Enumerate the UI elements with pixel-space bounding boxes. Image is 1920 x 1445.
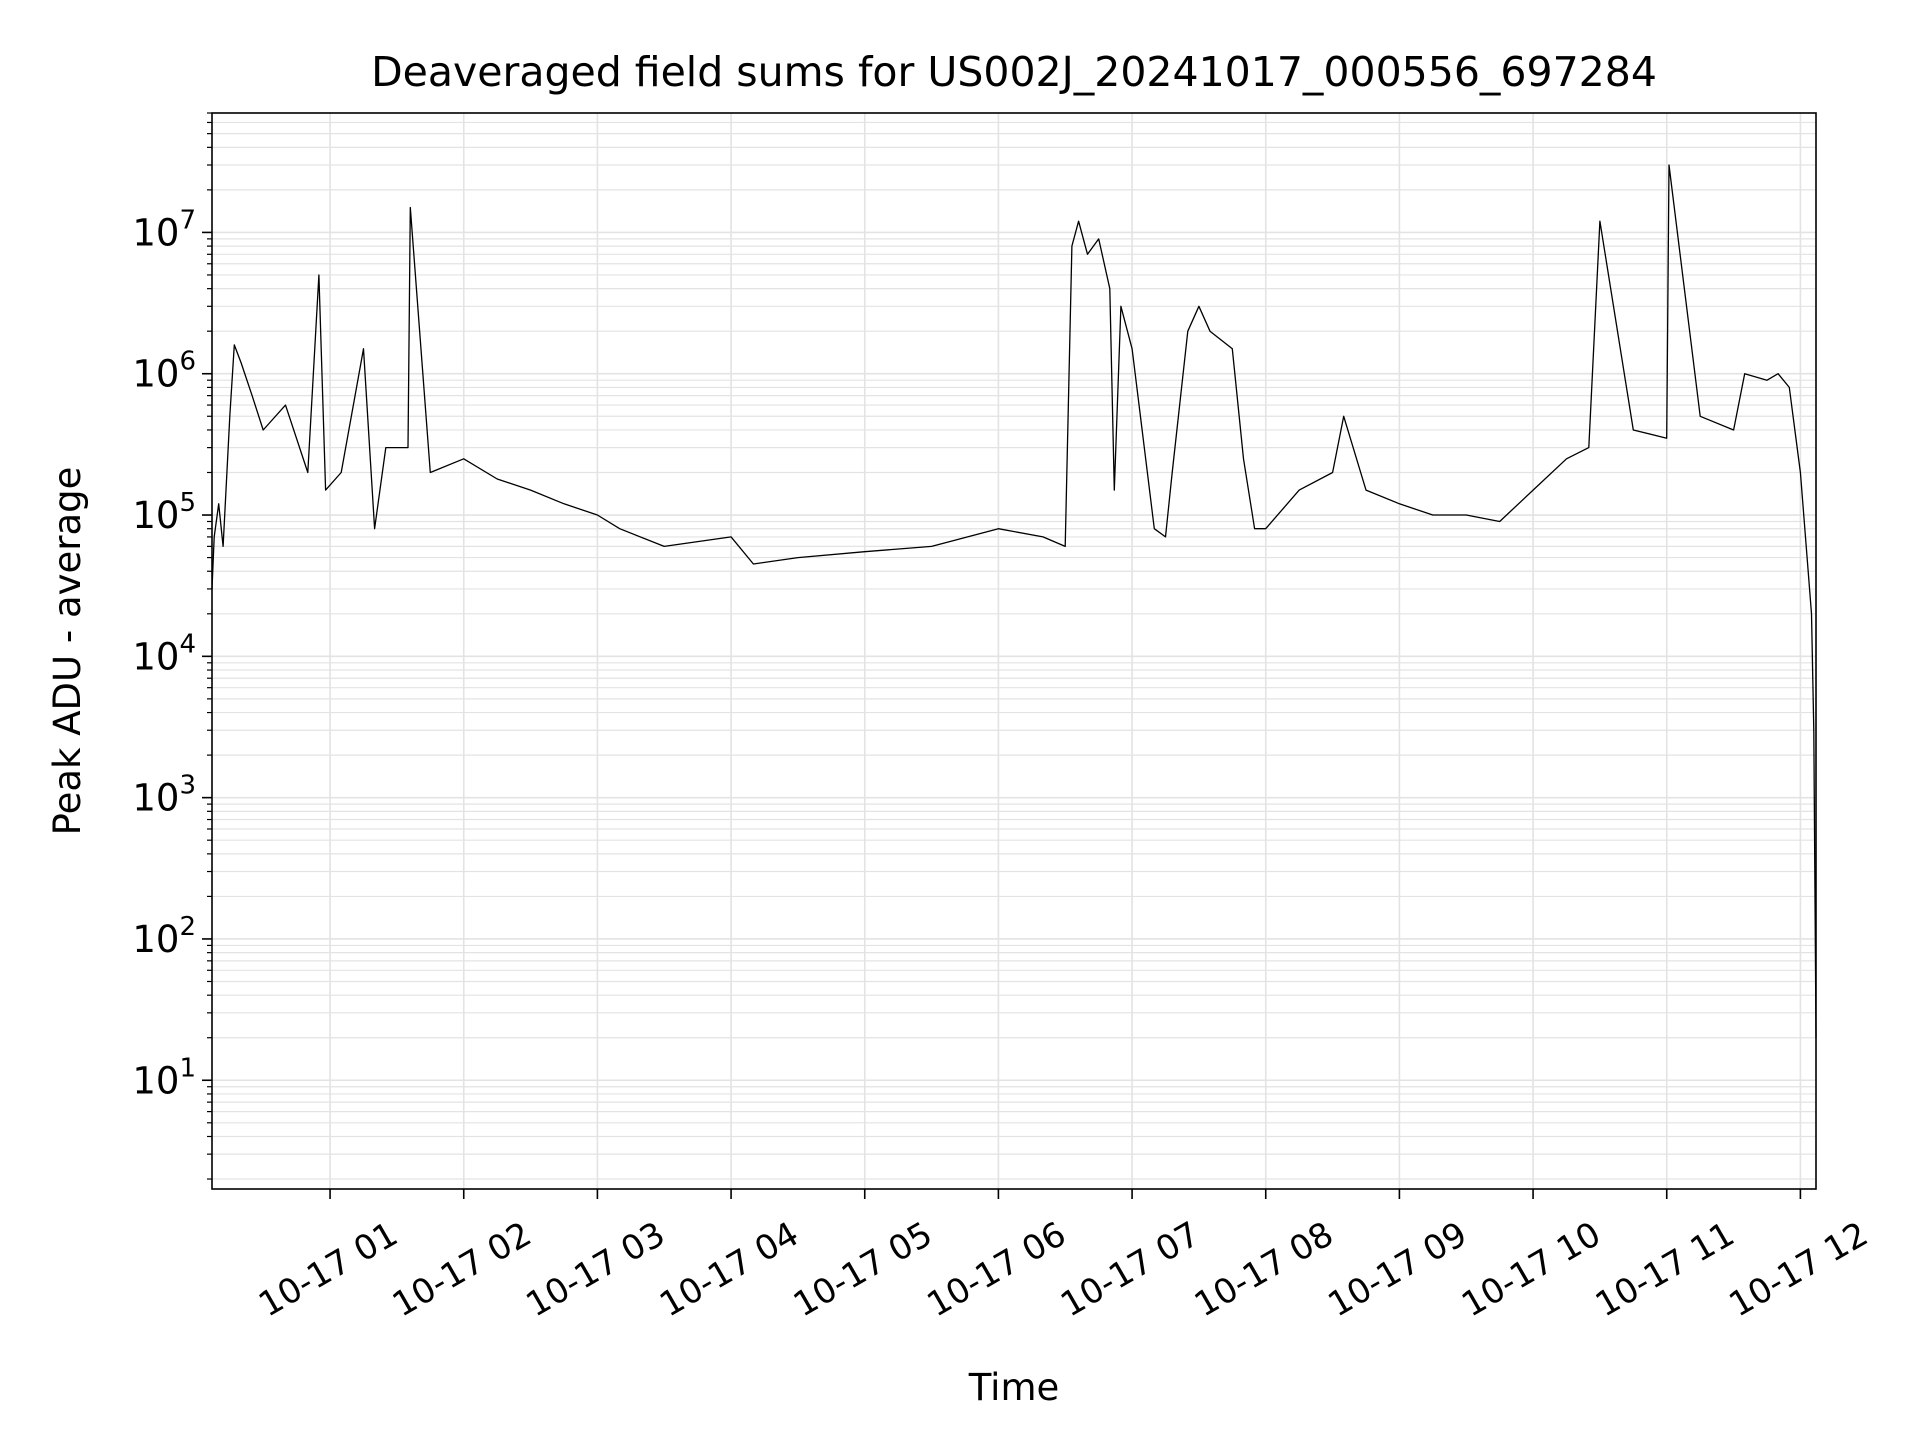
grid [212, 112, 1816, 1189]
y-tick-label: 104 [132, 629, 196, 678]
y-tick-label-base: 10 [132, 918, 179, 961]
series-layer [211, 164, 1817, 1038]
y-axis-label: Peak ADU - average [46, 467, 89, 836]
y-tick-label-exponent: 6 [179, 347, 196, 377]
y-tick-label-base: 10 [132, 1059, 179, 1102]
y-tick-label: 102 [132, 912, 196, 961]
y-tick-label-exponent: 3 [179, 771, 196, 801]
y-tick-label-exponent: 5 [179, 488, 196, 518]
chart-title: Deaveraged field sums for US002J_2024101… [371, 48, 1657, 96]
y-tick-label-base: 10 [132, 353, 179, 396]
y-tick-label-base: 10 [132, 777, 179, 820]
y-tick-label: 103 [132, 771, 196, 820]
y-tick-label: 106 [132, 347, 196, 396]
y-tick-label: 101 [132, 1053, 196, 1102]
plot-frame [211, 112, 1817, 1190]
x-axis-label: Time [968, 1366, 1060, 1409]
y-tick-label-exponent: 4 [179, 629, 196, 659]
y-tick-label-exponent: 7 [179, 205, 196, 235]
y-tick-label: 105 [132, 488, 196, 537]
y-tick-label-exponent: 1 [179, 1053, 196, 1083]
y-tick-label-base: 10 [132, 635, 179, 678]
y-tick-label: 107 [132, 205, 196, 254]
y-tick-label-base: 10 [132, 494, 179, 537]
y-tick-label-base: 10 [132, 211, 179, 254]
series-line [211, 164, 1817, 1038]
y-tick-label-exponent: 2 [179, 912, 196, 942]
